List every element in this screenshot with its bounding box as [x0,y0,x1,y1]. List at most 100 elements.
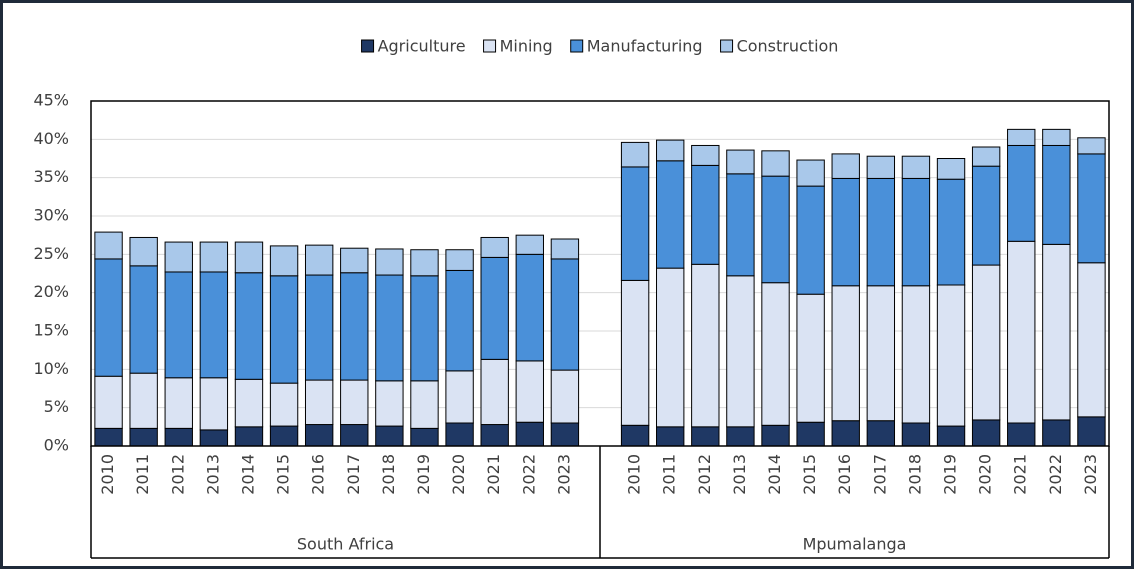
x-tick-label: 2010 [98,454,117,495]
bar-segment [304,244,334,276]
y-tick-label: 0% [44,436,69,455]
y-tick-label: 35% [33,167,69,186]
y-tick-label: 5% [44,397,69,416]
bar-segment [1042,128,1071,146]
bar-segment [304,274,334,381]
x-tick-label: 2011 [660,454,679,495]
bar-segment [234,426,264,447]
bar-segment [410,249,439,277]
legend-swatch [361,39,375,53]
bar-segment [796,421,825,447]
bar-segment [691,426,720,447]
bar-segment [866,285,896,422]
x-tick-label: 2012 [168,454,187,495]
bar-segment [234,378,264,428]
legend-label: Construction [737,37,839,56]
bar-segment [269,425,299,447]
bar-segment [199,429,229,447]
bar-segment [129,427,158,447]
bar-segment [129,265,158,374]
bar-segment [971,264,1001,421]
bar-segment [796,185,825,295]
bar-segment [1007,144,1036,242]
bar-segment [340,424,369,447]
bar-segment [796,293,825,423]
bar-segment [761,424,790,447]
bar-segment [515,234,544,255]
bar-segment [515,253,544,362]
bar-segment [199,377,229,431]
bar-segment [866,177,896,287]
bar-segment [761,282,790,426]
bar-segment [1007,128,1036,146]
bar-segment [1077,262,1106,418]
bar-segment [1042,243,1071,421]
y-tick-label: 10% [33,359,69,378]
x-tick-label: 2019 [941,454,960,495]
bar-segment [480,424,509,447]
bar-segment [656,426,685,447]
bar-segment [656,139,685,162]
bar-segment [445,422,474,447]
group-label: Mpumalanga [803,535,907,554]
bar-segment [410,380,439,429]
bar-segment [726,426,755,447]
x-tick-label: 2013 [730,454,749,495]
bar-segment [901,422,931,447]
x-tick-label: 2016 [309,454,328,495]
bar-segment [480,358,509,426]
bar-segment [901,177,931,287]
bar-segment [1077,137,1106,155]
bar-segment [726,173,755,277]
bar-segment [620,141,650,168]
bar-segment [620,166,650,281]
bar-segment [304,379,334,426]
x-tick-label: 2021 [484,454,503,495]
bar-segment [971,419,1001,447]
bar-segment [691,144,720,166]
bar-segment [726,149,755,175]
bar-segment [164,377,193,429]
bar-segment [410,275,439,382]
bar-segment [480,236,509,258]
x-tick-label: 2015 [800,454,819,495]
bar-segment [199,241,229,273]
x-tick-label: 2016 [835,454,854,495]
bar-segment [269,382,299,427]
y-tick-label: 45% [33,91,69,110]
legend-label: Mining [500,37,553,56]
x-tick-label: 2021 [1011,454,1030,495]
bar-segment [340,247,369,274]
x-tick-label: 2022 [519,454,538,495]
legend-swatch [720,39,734,53]
x-tick-label: 2023 [1081,454,1100,495]
x-tick-label: 2017 [344,454,363,495]
bar-segment [1042,144,1071,245]
bar-segment [234,272,264,380]
bar-segment [866,155,896,179]
bar-segment [1042,419,1071,447]
x-tick-label: 2019 [414,454,433,495]
y-tick-label: 30% [33,206,69,225]
bar-segment [375,425,404,447]
x-tick-label: 2018 [379,454,398,495]
bar-segment [656,267,685,428]
bar-segment [94,375,123,429]
bar-segment [164,427,193,447]
bar-segment [620,424,650,447]
bar-segment [340,272,369,381]
bar-segment [831,177,860,287]
x-tick-label: 2020 [449,454,468,495]
bar-segment [550,258,580,371]
bar-segment [971,165,1001,266]
bar-segment [726,275,755,428]
bar-segment [234,241,264,274]
bar-segment [269,245,299,277]
y-tick-label: 15% [33,321,69,340]
bar-segment [1007,422,1036,447]
x-tick-label: 2015 [274,454,293,495]
bar-segment [1077,416,1106,447]
x-tick-label: 2022 [1046,454,1065,495]
bar-segment [515,360,544,423]
